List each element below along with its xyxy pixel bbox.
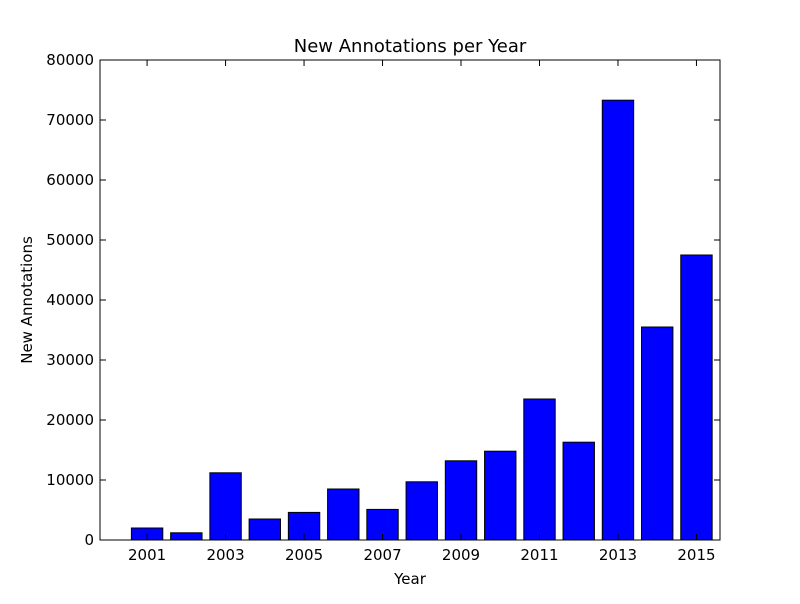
x-tick-label: 2001 [128, 546, 166, 564]
y-tick-label: 80000 [46, 51, 94, 69]
bar-2010 [484, 450, 517, 541]
y-tick-label: 10000 [46, 471, 94, 489]
x-tick-label: 2015 [677, 546, 715, 564]
bar-2015 [680, 254, 713, 541]
bar-2003 [209, 472, 242, 541]
y-axis-label: New Annotations [18, 236, 36, 364]
bars-group [130, 99, 713, 541]
bar-2002 [170, 532, 203, 541]
y-tick-label: 70000 [46, 111, 94, 129]
bar-2011 [523, 398, 556, 541]
x-tick-label: 2009 [442, 546, 480, 564]
plot-area-frame [99, 59, 721, 541]
chart-title: New Annotations per Year [294, 36, 527, 57]
x-tick-label: 2013 [599, 546, 637, 564]
y-tick-label: 0 [84, 531, 94, 549]
y-tick-label: 60000 [46, 171, 94, 189]
bar-2004 [248, 518, 282, 541]
x-tick-label: 2005 [285, 546, 323, 564]
y-tick-label: 30000 [46, 351, 94, 369]
bar-2006 [327, 488, 360, 541]
y-tick-label: 20000 [46, 411, 94, 429]
x-tick-label: 2007 [363, 546, 401, 564]
x-axis-label: Year [393, 570, 427, 588]
bar-2013 [601, 99, 635, 541]
bar-2014 [641, 326, 674, 541]
x-tick-label: 2011 [520, 546, 558, 564]
y-tick-label: 40000 [46, 291, 94, 309]
bar-2012 [562, 441, 595, 541]
y-tick-label: 50000 [46, 231, 94, 249]
ticks-group: 2001 2003 2005 2007 2009 2011 2013 2015 0 10000 20… [46, 51, 720, 564]
x-tick-label: 2003 [206, 546, 244, 564]
bar-2008 [405, 481, 438, 541]
bar-2009 [444, 460, 478, 541]
